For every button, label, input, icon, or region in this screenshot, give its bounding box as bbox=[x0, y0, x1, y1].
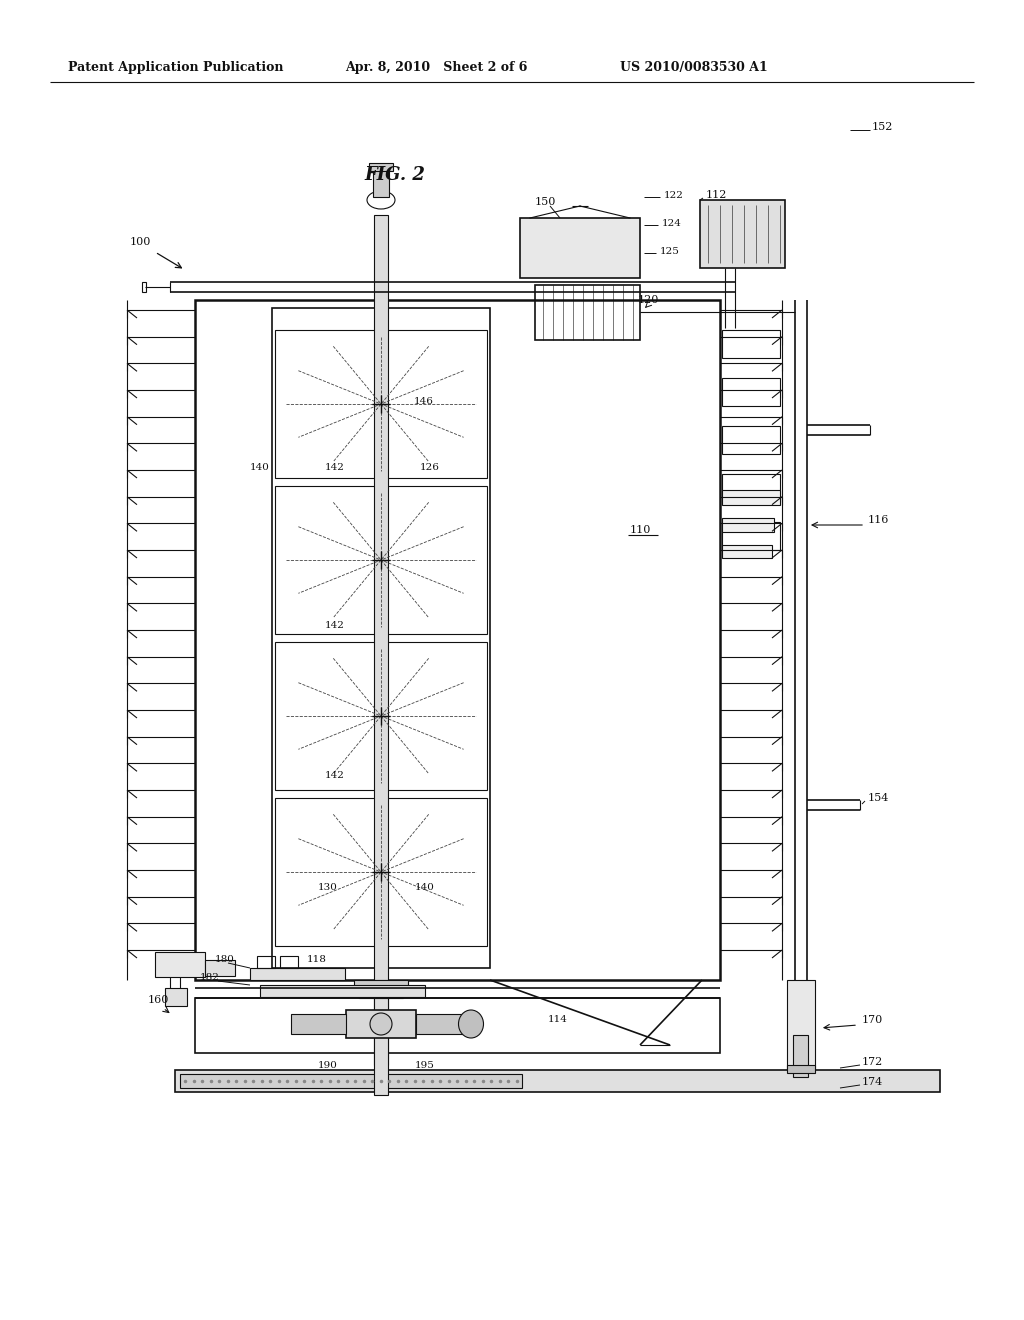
Ellipse shape bbox=[370, 1012, 392, 1035]
Bar bbox=[250, 968, 345, 979]
Bar bbox=[416, 1014, 471, 1034]
Bar bbox=[722, 521, 780, 550]
Text: 160: 160 bbox=[148, 995, 169, 1005]
Text: 125: 125 bbox=[660, 248, 680, 256]
Text: 140: 140 bbox=[415, 883, 435, 892]
Bar bbox=[275, 799, 487, 946]
Text: 112: 112 bbox=[706, 190, 727, 201]
Bar bbox=[520, 218, 640, 279]
Bar bbox=[793, 1035, 808, 1077]
Bar bbox=[787, 979, 815, 1080]
Text: 116: 116 bbox=[868, 515, 890, 525]
Bar bbox=[275, 330, 487, 478]
Bar bbox=[377, 711, 385, 721]
Text: 130: 130 bbox=[318, 883, 338, 892]
Text: 126: 126 bbox=[420, 463, 440, 473]
Bar bbox=[374, 215, 388, 1065]
Bar bbox=[722, 474, 780, 502]
Bar bbox=[787, 1065, 815, 1073]
Text: Apr. 8, 2010   Sheet 2 of 6: Apr. 8, 2010 Sheet 2 of 6 bbox=[345, 62, 527, 74]
Bar bbox=[722, 490, 780, 506]
Bar bbox=[722, 426, 780, 454]
Bar bbox=[535, 285, 640, 341]
Text: FIG. 2: FIG. 2 bbox=[365, 166, 425, 183]
Text: 172: 172 bbox=[862, 1057, 884, 1067]
Bar bbox=[180, 1074, 522, 1088]
Bar bbox=[346, 1010, 416, 1038]
Bar bbox=[155, 952, 205, 977]
Text: 142: 142 bbox=[325, 771, 345, 780]
Bar bbox=[272, 308, 490, 968]
Bar bbox=[205, 960, 234, 975]
Bar bbox=[275, 486, 487, 634]
Bar bbox=[722, 517, 774, 532]
Bar bbox=[142, 282, 146, 292]
Bar bbox=[377, 867, 385, 876]
Text: 174: 174 bbox=[862, 1077, 884, 1086]
Bar bbox=[722, 378, 780, 407]
Bar bbox=[195, 300, 720, 979]
Text: 152: 152 bbox=[872, 121, 893, 132]
Text: 114: 114 bbox=[548, 1015, 568, 1024]
Text: 182: 182 bbox=[200, 974, 220, 982]
Bar bbox=[369, 162, 393, 172]
Text: 146: 146 bbox=[414, 397, 434, 407]
Bar bbox=[722, 545, 772, 558]
Ellipse shape bbox=[367, 191, 395, 209]
Bar bbox=[291, 1014, 346, 1034]
Text: 124: 124 bbox=[662, 219, 682, 228]
Bar bbox=[280, 956, 298, 968]
Text: 140: 140 bbox=[250, 463, 270, 473]
Bar bbox=[354, 979, 408, 990]
Bar bbox=[700, 201, 785, 268]
Bar bbox=[377, 400, 385, 408]
Bar bbox=[165, 987, 187, 1006]
Text: 122: 122 bbox=[664, 191, 684, 201]
Bar bbox=[359, 990, 403, 998]
Text: Patent Application Publication: Patent Application Publication bbox=[68, 62, 284, 74]
Text: 190: 190 bbox=[318, 1060, 338, 1069]
Ellipse shape bbox=[459, 1010, 483, 1038]
Bar bbox=[195, 998, 720, 1053]
Text: 150: 150 bbox=[535, 197, 556, 207]
Text: 110: 110 bbox=[630, 525, 651, 535]
Text: 170: 170 bbox=[862, 1015, 884, 1026]
Bar bbox=[377, 556, 385, 565]
Text: 100: 100 bbox=[130, 238, 152, 247]
Text: 142: 142 bbox=[325, 620, 345, 630]
Bar bbox=[260, 985, 425, 997]
Bar bbox=[175, 1071, 940, 1092]
Bar bbox=[257, 956, 275, 968]
Text: 142: 142 bbox=[325, 463, 345, 473]
Bar bbox=[373, 168, 389, 197]
Bar bbox=[722, 330, 780, 358]
Text: 195: 195 bbox=[415, 1060, 435, 1069]
Text: US 2010/0083530 A1: US 2010/0083530 A1 bbox=[620, 62, 768, 74]
Bar bbox=[374, 979, 388, 1096]
Bar bbox=[275, 642, 487, 789]
Text: 118: 118 bbox=[307, 956, 327, 965]
Text: 120: 120 bbox=[638, 294, 659, 305]
Text: 154: 154 bbox=[868, 793, 890, 803]
Text: 180: 180 bbox=[215, 956, 234, 965]
